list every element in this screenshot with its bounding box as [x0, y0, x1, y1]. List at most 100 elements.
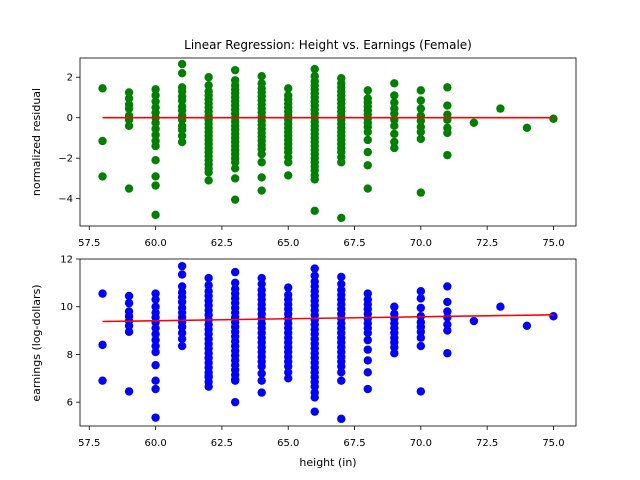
data-point [416, 303, 426, 313]
data-point [337, 158, 346, 167]
data-point [310, 175, 319, 184]
data-point [204, 73, 213, 82]
x-tick-label: 65.0 [277, 238, 299, 249]
data-point [124, 184, 134, 193]
data-point [151, 323, 160, 333]
data-point [390, 302, 399, 311]
data-point [230, 397, 240, 407]
data-point [151, 360, 160, 370]
data-point [204, 382, 213, 391]
y-tick-label: −4 [58, 194, 73, 205]
data-point [151, 118, 160, 127]
data-point [257, 369, 266, 378]
data-point [363, 384, 372, 394]
data-point [363, 289, 372, 298]
bottom-x-axis-label: height (in) [299, 456, 356, 469]
data-point [443, 307, 452, 316]
data-point [416, 341, 426, 351]
data-point [363, 368, 372, 377]
x-tick-label: 67.5 [343, 438, 365, 449]
data-point [363, 161, 372, 170]
data-point [284, 84, 293, 93]
data-point [416, 188, 426, 197]
data-point [310, 271, 319, 280]
data-point [124, 291, 134, 301]
bottom-x-ticks: 57.5 60.0 62.5 65.0 67.5 70.0 72.5 75.0 [78, 426, 565, 449]
x-tick-label: 75.0 [542, 238, 564, 249]
data-point [257, 273, 266, 283]
data-point [151, 141, 160, 151]
y-tick-label: 0 [67, 113, 73, 124]
data-point [284, 283, 293, 292]
data-point [416, 127, 426, 137]
data-point [124, 298, 134, 308]
top-y-ticks: −4 −2 0 2 [58, 73, 80, 205]
data-point [310, 382, 319, 391]
data-point [549, 114, 558, 123]
data-point [390, 143, 399, 153]
data-point [257, 362, 266, 371]
data-point [177, 334, 187, 344]
data-point [390, 79, 399, 88]
data-point [204, 371, 213, 381]
top-x-ticks: 57.5 60.0 62.5 65.0 67.5 70.0 72.5 75.0 [78, 226, 565, 249]
data-point [177, 125, 187, 135]
data-point [151, 295, 160, 304]
data-point [363, 345, 372, 354]
data-point [151, 124, 160, 134]
data-point [522, 123, 532, 133]
data-point [416, 387, 426, 396]
data-point [443, 128, 452, 138]
data-point [310, 206, 319, 216]
y-tick-label: 8 [67, 350, 73, 361]
data-point [98, 340, 107, 350]
data-point [363, 184, 372, 193]
data-point [416, 287, 426, 296]
data-point [390, 343, 399, 352]
data-point [443, 282, 452, 291]
data-point [177, 137, 187, 147]
data-point [363, 147, 372, 157]
data-point [177, 261, 187, 271]
data-point [257, 376, 266, 385]
data-point [257, 149, 266, 159]
data-point [257, 72, 266, 81]
data-point [549, 312, 558, 321]
data-point [310, 264, 319, 273]
data-point [469, 316, 479, 326]
data-point [151, 130, 160, 140]
top-y-axis-label: normalized residual [30, 88, 43, 196]
data-point [98, 84, 107, 93]
data-point [284, 158, 293, 167]
data-point [363, 356, 372, 365]
y-tick-label: 6 [67, 398, 73, 409]
data-point [363, 335, 372, 345]
data-point [177, 341, 187, 351]
data-point [390, 91, 399, 100]
data-point [151, 413, 160, 422]
data-point [151, 210, 160, 220]
data-point [177, 96, 187, 105]
bottom-y-axis-label: earnings (log-dollars) [30, 284, 43, 401]
data-point [284, 368, 293, 377]
data-point [363, 135, 372, 145]
data-point [177, 59, 187, 69]
data-point [496, 302, 505, 311]
data-point [416, 104, 426, 113]
data-point [337, 376, 346, 385]
data-point [390, 109, 399, 118]
x-tick-label: 62.5 [211, 438, 233, 449]
x-tick-label: 70.0 [410, 238, 432, 249]
data-point [151, 97, 160, 106]
data-point [257, 158, 266, 167]
data-point [443, 320, 452, 329]
data-point [284, 362, 293, 371]
data-point [98, 136, 107, 146]
data-point [443, 115, 452, 124]
data-point [204, 176, 213, 185]
data-point [284, 171, 293, 180]
data-point [151, 376, 160, 385]
data-point [443, 150, 452, 160]
data-point [443, 83, 452, 92]
x-tick-label: 57.5 [78, 238, 100, 249]
